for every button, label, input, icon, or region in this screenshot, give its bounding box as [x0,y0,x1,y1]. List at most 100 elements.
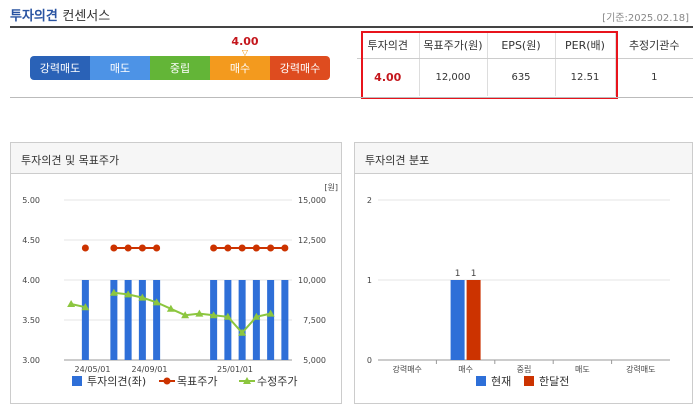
y-right-unit-label: [원] [324,183,338,192]
adjusted-price-point [166,304,175,312]
month-ago-bar [466,280,481,360]
opinion-bar [138,280,146,360]
scale-segment-strong-buy: 강력매수 [270,56,330,80]
opinion-bar [281,280,289,360]
summary-header-cell: PER(배) [554,32,615,59]
scale-segment-strong-sell: 강력매도 [30,56,90,80]
scale-segment-buy: 매수 [210,56,270,80]
summary-header-cell: EPS(원) [486,32,555,59]
base-date: [기준:2025.02.18] [602,13,689,24]
opinion-bar [267,280,275,360]
summary-target-price-value: 12,000 [418,58,487,96]
x-tick-label: 중립 [517,365,532,374]
adjusted-price-point [152,298,161,306]
legend-marker [243,377,251,384]
legend-marker [163,377,171,385]
summary-header-row: 투자의견 목표주가(원) EPS(원) PER(배) 추정기관수 [357,32,693,59]
summary-table: 투자의견 목표주가(원) EPS(원) PER(배) 추정기관수 4.00 12… [357,32,693,96]
legend-label: 한달전 [539,375,569,388]
summary-eps-value: 635 [486,58,555,96]
target-price-point [110,244,118,252]
summary-header-cell: 추정기관수 [614,32,693,59]
opinion-bar [224,280,232,360]
opinion-target-panel: 투자의견 및 목표주가 [10,142,342,404]
opinion-bar [252,280,260,360]
page-title: 투자의견 컨센서스 [10,5,110,24]
data-label: 1 [471,269,477,279]
legend-swatch [476,376,486,386]
adjusted-price-point [195,309,204,317]
target-price-point [81,244,89,252]
opinion-bar [124,280,132,360]
x-tick-label: 매도 [575,365,590,374]
adjusted-price-point [223,312,232,320]
target-price-point [224,244,232,252]
y-right-tick-label: 5,000 [303,356,326,365]
y-right-tick-label: 7,500 [303,316,326,325]
y-left-tick-label: 5.00 [22,196,40,205]
summary-header-cell: 투자의견 [357,32,419,59]
opinion-bar [153,280,161,360]
target-price-point [210,244,218,252]
y-tick-label: 0 [367,356,372,365]
distribution-panel: 투자의견 분포 [354,142,693,404]
summary-institutions-value: 1 [614,58,693,96]
y-left-tick-label: 3.50 [22,316,40,325]
adjusted-price-point [109,288,118,296]
summary-data-row: 4.00 12,000 635 12.51 1 [357,58,693,96]
summary-per-value: 12.51 [554,58,615,96]
x-tick-label: 24/05/01 [75,365,111,374]
scale-segment-neutral: 중립 [150,56,210,80]
adjusted-price-point [124,290,133,298]
legend-swatch [72,376,82,386]
adjusted-price-point [238,328,247,336]
opinion-target-panel-title: 투자의견 및 목표주가 [11,143,341,174]
opinion-bar [210,280,218,360]
y-right-tick-label: 12,500 [298,236,326,245]
target-price-point [281,244,289,252]
scale-segment-sell: 매도 [90,56,150,80]
adjusted-price-point [252,312,261,320]
y-left-tick-label: 4.50 [22,236,40,245]
x-tick-label: 24/09/01 [132,365,168,374]
opinion-bar [81,280,89,360]
adjusted-price-point [266,309,275,317]
target-price-point [138,244,146,252]
opinion-bar [110,280,118,360]
section-divider [10,97,693,98]
y-tick-label: 1 [367,276,372,285]
data-label: 1 [455,269,461,279]
x-tick-label: 25/01/01 [217,365,253,374]
x-tick-label: 강력매수 [392,364,421,374]
x-tick-label: 강력매도 [626,364,655,374]
scale-current-value: 4.00 [231,35,259,48]
current-bar [450,280,465,360]
target-price-point [124,244,132,252]
highlight-box [361,31,618,99]
legend-label: 현재 [491,375,511,388]
target-price-point [252,244,260,252]
legend-swatch [524,376,534,386]
y-left-tick-label: 4.00 [22,276,40,285]
header-divider [10,26,693,28]
target-price-point [267,244,275,252]
opinion-target-chart: 5.00 4.50 4.00 3.50 3.00 15,000 12,500 10,000 7,… [22,183,338,388]
distribution-panel-title: 투자의견 분포 [355,143,692,174]
adjusted-price-point [209,311,218,319]
adjusted-price-point [181,311,190,319]
target-price-point [153,244,161,252]
page-title-rest: 컨센서스 [62,9,111,24]
y-right-tick-label: 15,000 [298,196,326,205]
adjusted-price-point [67,300,76,307]
y-tick-label: 2 [367,196,372,205]
y-left-tick-label: 3.00 [22,356,40,365]
scale-marker-icon: ▽ [241,48,249,57]
legend-label: 수정주가 [257,375,297,388]
target-price-point [238,244,246,252]
summary-opinion-value: 4.00 [374,70,402,84]
legend-label: 투자의견(좌) [87,375,146,388]
y-right-tick-label: 10,000 [298,276,326,285]
adjusted-price-point [138,293,147,301]
adjusted-price-point [81,303,90,311]
